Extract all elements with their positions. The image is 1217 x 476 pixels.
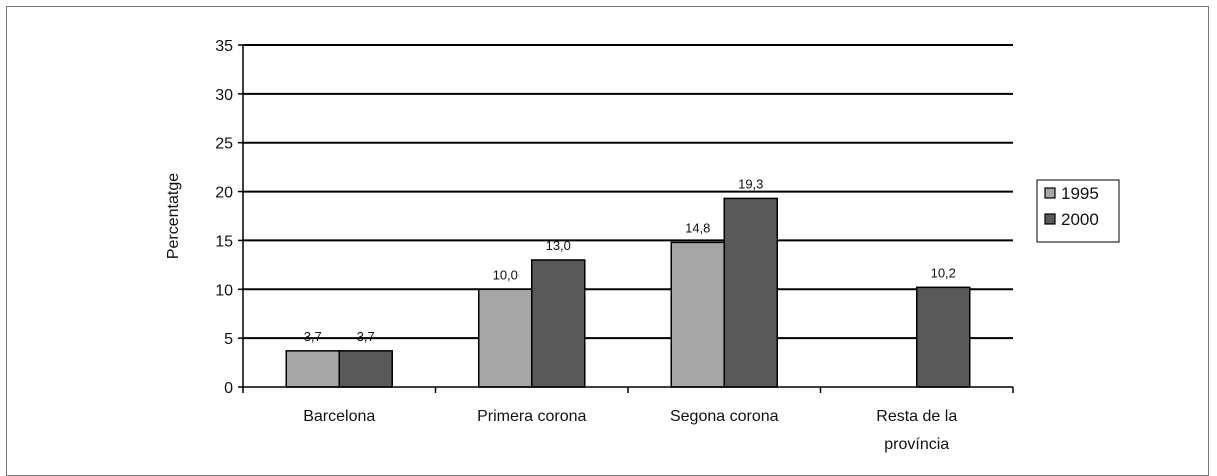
y-tick-label: 35 bbox=[215, 38, 233, 55]
legend: 1995 2000 bbox=[1036, 179, 1120, 243]
data-label: 3,7 bbox=[357, 329, 375, 344]
y-axis-label: Percentatge bbox=[165, 173, 182, 259]
x-tick-label: Barcelona bbox=[303, 408, 375, 425]
bar-2000-3 bbox=[916, 286, 971, 388]
y-tick-label: 5 bbox=[224, 331, 233, 348]
y-tick-label: 20 bbox=[215, 185, 233, 202]
axes: 0 5 10 15 20 25 30 35 Barcelona Primera corona Seg… bbox=[215, 38, 1014, 453]
x-tick-label: Resta de la bbox=[876, 408, 957, 425]
y-tick-label: 0 bbox=[224, 380, 233, 397]
bar-2000-0 bbox=[338, 350, 393, 388]
x-tick-label: província bbox=[884, 436, 949, 453]
legend-swatch-2000 bbox=[1044, 213, 1056, 225]
y-tick-label: 15 bbox=[215, 233, 233, 250]
data-label: 19,3 bbox=[738, 176, 763, 191]
legend-swatch-1995 bbox=[1044, 187, 1056, 199]
gridlines bbox=[243, 44, 1013, 340]
legend-label: 1995 bbox=[1061, 184, 1099, 203]
data-label: 10,2 bbox=[931, 265, 956, 280]
bars bbox=[285, 197, 971, 388]
data-label: 3,7 bbox=[304, 329, 322, 344]
x-tick-label: Primera corona bbox=[477, 408, 586, 425]
y-tick-label: 30 bbox=[215, 87, 233, 104]
data-labels: 3,7 3,7 10,0 13,0 14,8 19,3 10,2 bbox=[304, 176, 956, 343]
x-tick-label: Segona corona bbox=[670, 408, 779, 425]
data-label: 10,0 bbox=[493, 267, 518, 282]
bar-2000-1 bbox=[531, 259, 586, 388]
data-label: 13,0 bbox=[546, 238, 571, 253]
bar-1995-2 bbox=[670, 241, 725, 388]
data-label: 14,8 bbox=[685, 220, 710, 235]
y-tick-label: 25 bbox=[215, 136, 233, 153]
bar-2000-2 bbox=[723, 197, 778, 388]
bar-1995-0 bbox=[285, 350, 340, 388]
legend-label: 2000 bbox=[1061, 210, 1099, 229]
bar-1995-1 bbox=[478, 288, 533, 388]
y-tick-label: 10 bbox=[215, 282, 233, 299]
